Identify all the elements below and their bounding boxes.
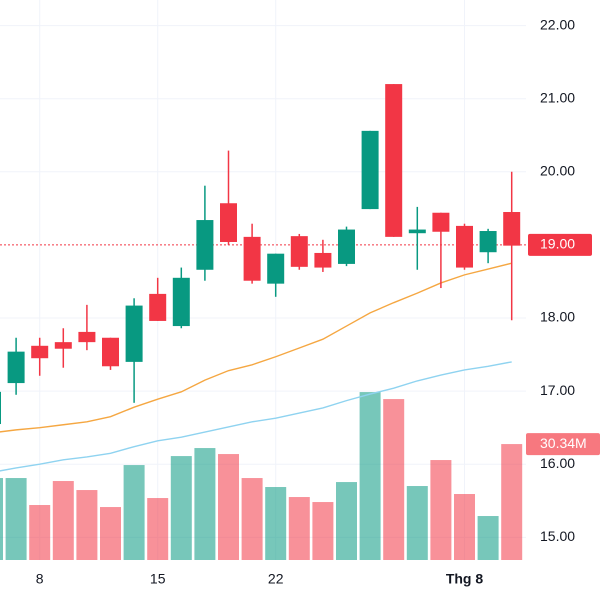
volume-bar: [147, 498, 169, 560]
candle-body: [385, 84, 403, 237]
candle-body: [479, 231, 497, 253]
volume-bar: [406, 486, 428, 560]
volume-label-box: [526, 433, 600, 456]
candle-body: [361, 130, 379, 210]
y-tick-label: 18.00: [540, 309, 575, 325]
volume-bar: [383, 399, 405, 560]
volume-bar: [477, 516, 499, 560]
volume-bar: [430, 460, 452, 560]
candle-body: [220, 203, 237, 242]
volume-bar: [454, 494, 475, 560]
volume-bar: [265, 487, 287, 560]
candle-body: [125, 305, 143, 362]
volume-bar: [76, 490, 98, 560]
x-tick-label: 8: [36, 571, 44, 587]
candle-body: [456, 225, 473, 268]
volume-bar: [52, 481, 74, 560]
y-tick-label: 15.00: [540, 528, 575, 544]
y-tick-label: 20.00: [540, 163, 575, 179]
candle-body: [314, 252, 332, 268]
moving-average: [0, 262, 512, 433]
candle-body: [31, 345, 49, 359]
moving-average: [0, 361, 512, 472]
volume-bar: [218, 454, 239, 560]
candle-body: [102, 337, 119, 367]
volume-bar: [170, 456, 192, 560]
volume-bar: [288, 497, 310, 560]
candle-body: [503, 212, 521, 246]
volume-bar: [336, 482, 357, 560]
candle-body: [149, 293, 167, 321]
moving-averages: [0, 262, 512, 472]
volume-bar: [312, 502, 334, 560]
candle-body: [243, 236, 261, 281]
candle-body: [78, 331, 96, 343]
volume-bar: [100, 507, 121, 560]
x-tick-label: Thg 8: [446, 571, 484, 587]
volume-bar: [194, 448, 216, 560]
volume-bar: [501, 444, 523, 560]
volume-bar: [29, 505, 51, 560]
volume-label: 30.34M: [540, 435, 587, 451]
y-tick-label: 16.00: [540, 455, 575, 471]
last-price-box: [528, 233, 592, 256]
candle-body: [290, 236, 308, 267]
volume-bar: [123, 465, 145, 560]
candle-body: [0, 391, 1, 425]
candle-body: [196, 220, 214, 270]
y-tick-label: 17.00: [540, 382, 575, 398]
volume-bar: [241, 478, 263, 560]
volume-bar: [5, 478, 27, 560]
x-tick-label: 15: [150, 571, 166, 587]
candle-body: [338, 229, 355, 264]
volume-pane: [0, 392, 523, 560]
x-tick-label: 22: [268, 571, 284, 587]
candles: [0, 84, 526, 425]
candle-body: [7, 351, 25, 384]
volume-bar: [359, 392, 381, 560]
volume-bar: [0, 478, 3, 560]
y-tick-label: 21.00: [540, 89, 575, 105]
candle-body: [432, 212, 450, 232]
axes: 15.00 16.00 17.00 18.00 20.00 21.00 22.00 8 15 22…: [36, 16, 600, 587]
last-price-label: 19.00: [540, 236, 575, 252]
candle-body: [267, 253, 285, 284]
candle-body: [54, 342, 72, 349]
candle-body: [172, 277, 190, 327]
candle-body: [408, 229, 426, 234]
y-tick-label: 22.00: [540, 16, 575, 32]
